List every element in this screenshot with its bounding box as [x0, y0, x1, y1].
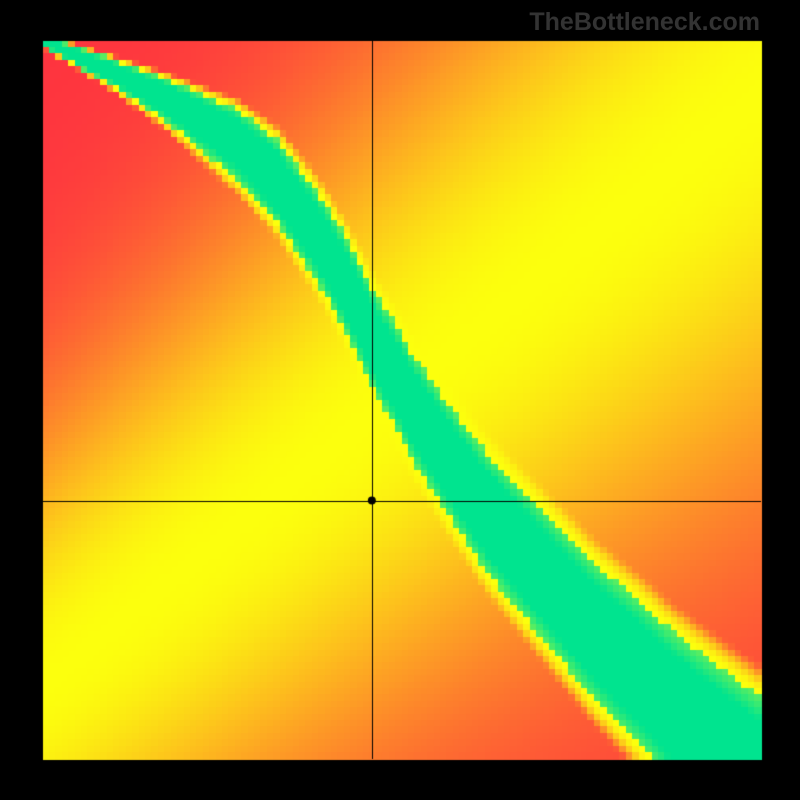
heatmap-canvas	[0, 0, 800, 800]
watermark-text: TheBottleneck.com	[529, 8, 760, 37]
chart-container: TheBottleneck.com	[0, 0, 800, 800]
